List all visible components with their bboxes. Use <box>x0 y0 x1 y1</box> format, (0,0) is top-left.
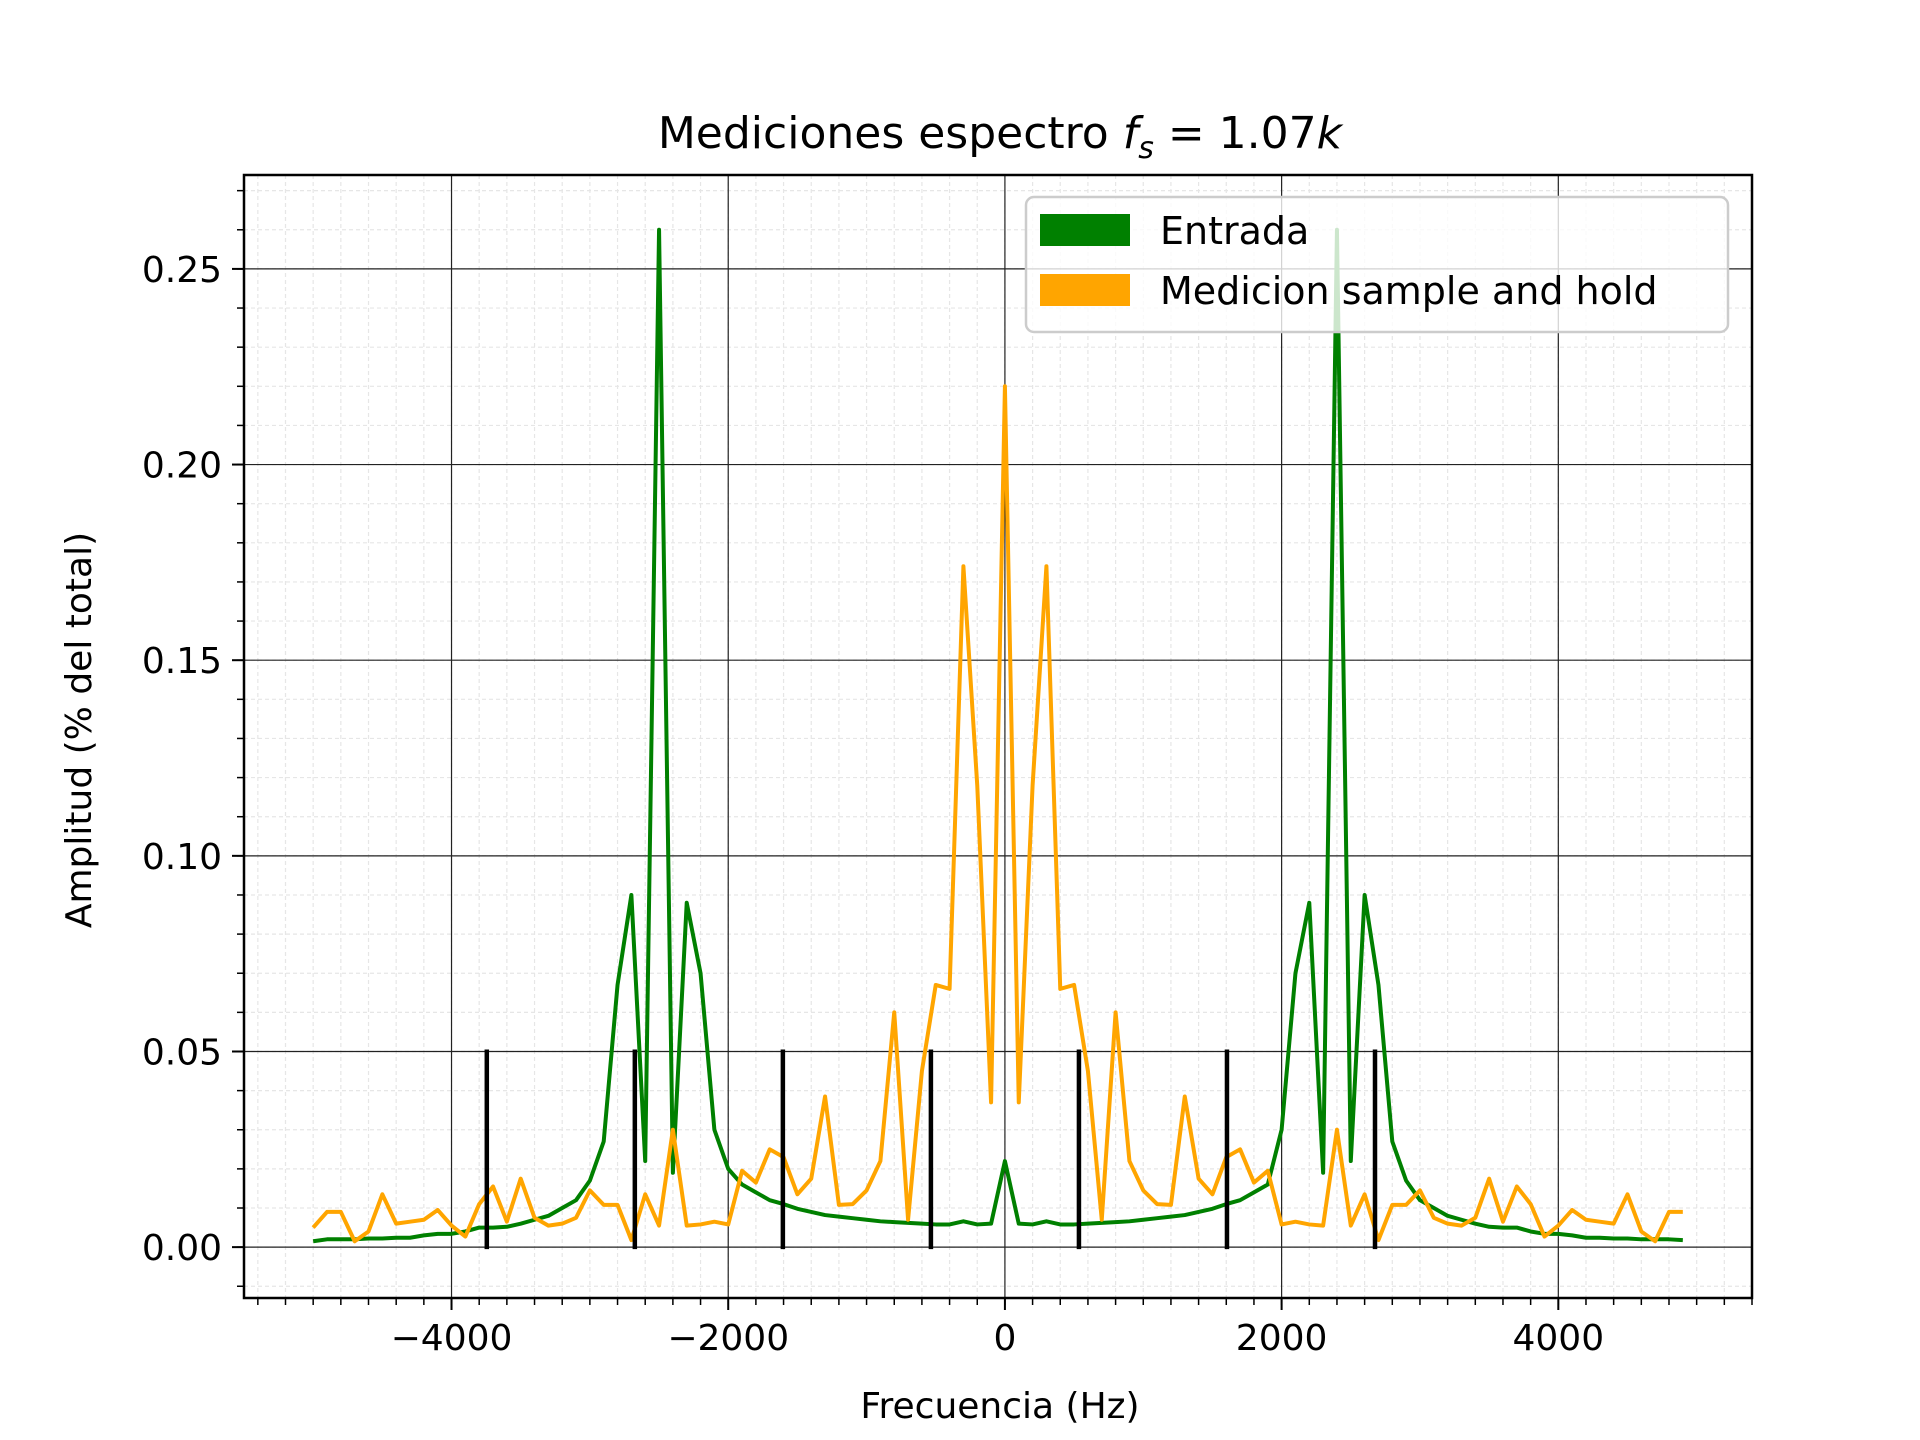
series-line-sample-and-hold <box>311 384 1683 1244</box>
legend-swatch-entrada <box>1040 214 1130 246</box>
y-tick-label: 0.25 <box>142 250 222 291</box>
plot-lines <box>311 227 1683 1244</box>
x-tick-label: −4000 <box>391 1318 513 1359</box>
x-tick-label: 2000 <box>1236 1318 1328 1359</box>
tick-labels: −4000 −2000 0 2000 4000 0.00 0.05 0.10 0.15 0.20 0… <box>142 250 1604 1359</box>
y-tick-label: 0.15 <box>142 641 222 682</box>
plot-frame <box>242 173 1754 1300</box>
x-tick-label: 0 <box>993 1318 1016 1359</box>
legend-label-sample-and-hold: Medicion sample and hold <box>1160 269 1658 313</box>
y-tick-label: 0.10 <box>142 837 222 878</box>
legend-box <box>1024 195 1730 334</box>
axis-ticks <box>232 189 1753 1310</box>
x-tick-label: 4000 <box>1512 1318 1604 1359</box>
y-tick-label: 0.05 <box>142 1032 222 1073</box>
y-tick-label: 0.00 <box>142 1228 222 1269</box>
y-axis-label: Amplitud (% del total) <box>59 532 100 928</box>
x-tick-label: −2000 <box>667 1318 789 1359</box>
legend-swatch-sample-and-hold <box>1040 274 1130 306</box>
sample-markers <box>484 1049 1378 1250</box>
x-axis-label: Frecuencia (Hz) <box>860 1386 1139 1427</box>
legend-label-entrada: Entrada <box>1160 209 1309 253</box>
chart-title: Mediciones espectro fs = 1.07k <box>658 108 1344 166</box>
y-tick-label: 0.20 <box>142 446 222 487</box>
series-line-entrada <box>312 227 1683 1244</box>
legend: Entrada Medicion sample and hold <box>1024 195 1730 334</box>
